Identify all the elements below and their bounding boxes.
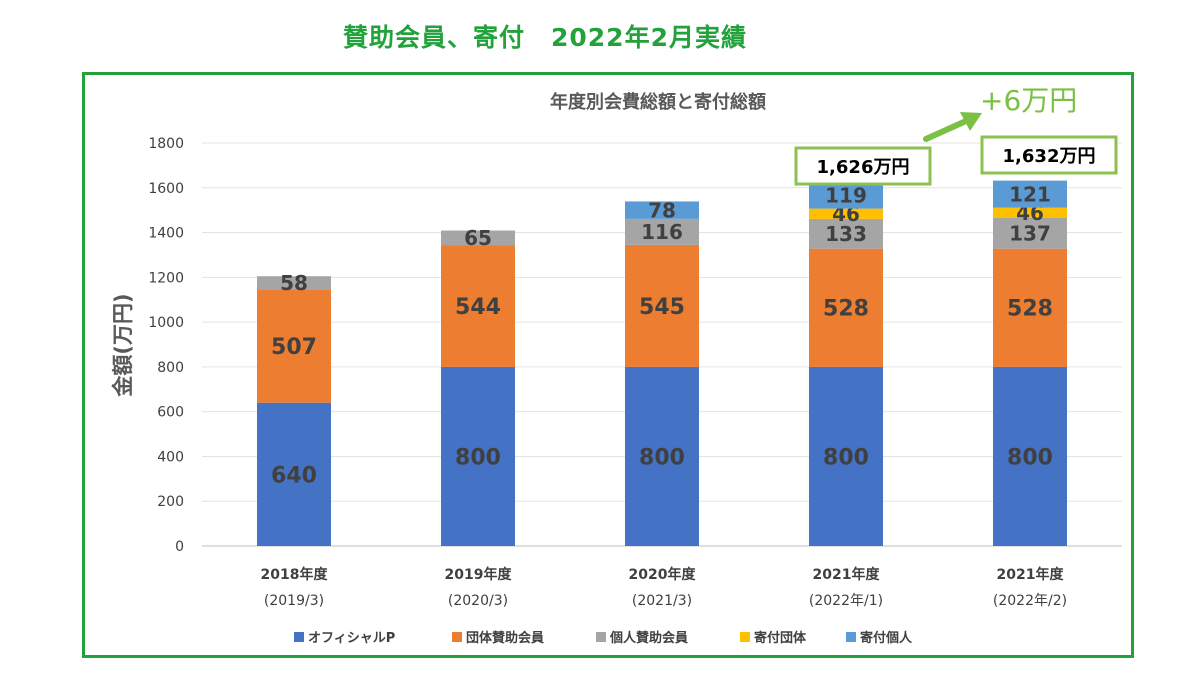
bar-segment: [625, 366, 699, 546]
bar-segment: [993, 180, 1067, 208]
legend-swatch: [294, 632, 304, 642]
bar-segment: [625, 218, 699, 245]
chart-title: 年度別会費総額と寄付総額: [550, 91, 766, 113]
bar-segment: [993, 207, 1067, 219]
legend-swatch: [452, 632, 462, 642]
total-callout-label: 1,626万円: [817, 157, 910, 178]
bar-segment: [441, 366, 515, 546]
bar-value-label: 528: [823, 297, 869, 322]
bar-value-label: 137: [1009, 222, 1051, 246]
bar-value-label: 528: [1007, 297, 1053, 322]
y-tick-label: 0: [175, 539, 184, 555]
y-tick-label: 1000: [148, 315, 184, 331]
bar-value-label: 800: [455, 445, 501, 470]
increase-annotation: +6万円: [980, 84, 1077, 117]
legend-swatch: [596, 632, 606, 642]
legend: オフィシャルP 団体賛助会員 個人賛助会員 寄付団体 寄付個人: [294, 630, 913, 646]
x-tick-label: 2018年度: [261, 566, 329, 583]
y-tick-label: 1800: [148, 136, 184, 152]
legend-label: 寄付団体: [754, 630, 807, 646]
bar-value-label: 78: [648, 198, 676, 222]
x-tick-label: 2021年度: [813, 566, 881, 583]
y-tick-label: 200: [157, 494, 184, 510]
bar-segment: [809, 208, 883, 219]
bar-segment: [257, 276, 331, 290]
bar-segment: [625, 201, 699, 219]
bar-segment: [993, 218, 1067, 249]
total-callouts: 1,626万円 1,632万円 +6万円: [794, 84, 1118, 186]
x-tick-label: 2021年度: [997, 566, 1065, 583]
bar-segment: [993, 366, 1067, 546]
increase-arrowhead: [960, 112, 982, 131]
bars: 6405075880054465800545116788005281334611…: [257, 180, 1067, 546]
legend-label: 団体賛助会員: [466, 630, 544, 646]
gridlines: [202, 142, 1122, 547]
bar-value-label: 133: [825, 222, 867, 246]
bar-value-label: 65: [464, 226, 492, 250]
x-tick-label: 2019年度: [445, 566, 513, 583]
bar-segment: [257, 289, 331, 403]
bar-value-label: 640: [271, 463, 317, 488]
total-callout-label: 1,632万円: [1003, 146, 1096, 167]
bar-value-label: 116: [641, 220, 683, 244]
y-tick-label: 400: [157, 449, 184, 465]
bar-value-label: 58: [280, 271, 308, 295]
y-tick-label: 1200: [148, 270, 184, 286]
y-tick-label: 600: [157, 405, 184, 421]
bar-segment: [809, 181, 883, 209]
bar-value-label: 800: [823, 445, 869, 470]
bar-segment: [809, 248, 883, 367]
y-axis-ticks: 0 200 400 600 800 1000 1200 1400 1600 1800: [148, 136, 184, 555]
legend-swatch: [846, 632, 856, 642]
bar-value-label: 800: [639, 445, 685, 470]
y-tick-label: 800: [157, 360, 184, 376]
bar-segment: [809, 366, 883, 546]
total-callout-box: [980, 135, 1118, 175]
chart-frame: [82, 72, 1134, 658]
bar-value-label: 545: [639, 295, 685, 320]
y-tick-label: 1600: [148, 181, 184, 197]
x-tick-label: 2020年度: [629, 566, 697, 583]
bar-value-label: 119: [825, 183, 867, 207]
x-tick-sublabel: (2021/3): [632, 593, 692, 609]
bar-segment: [809, 218, 883, 249]
bar-value-label: 800: [1007, 445, 1053, 470]
y-axis-label: 金額(万円): [111, 293, 135, 397]
x-tick-sublabel: (2022年/1): [809, 593, 883, 609]
bar-segment: [257, 402, 331, 546]
page-title: 賛助会員、寄付 2022年2月実績: [343, 23, 747, 52]
bar-segment: [993, 248, 1067, 367]
legend-label: オフィシャルP: [308, 631, 395, 646]
x-tick-sublabel: (2022年/2): [993, 593, 1067, 609]
x-axis-ticks: 2018年度 (2019/3) 2019年度 (2020/3) 2020年度 (2021/…: [261, 566, 1068, 609]
legend-swatch: [740, 632, 750, 642]
bar-value-label: 121: [1009, 182, 1051, 206]
total-callout-box: [794, 146, 932, 186]
bar-value-label: 507: [271, 335, 317, 360]
bar-segment: [441, 230, 515, 246]
x-tick-sublabel: (2020/3): [448, 593, 508, 609]
bar-segment: [625, 244, 699, 367]
y-tick-label: 1400: [148, 226, 184, 242]
legend-label: 個人賛助会員: [609, 630, 688, 646]
bar-value-label: 544: [455, 295, 501, 320]
increase-arrow: [923, 118, 969, 142]
legend-label: 寄付個人: [860, 630, 913, 646]
bar-segment: [441, 245, 515, 367]
x-tick-sublabel: (2019/3): [264, 593, 324, 609]
